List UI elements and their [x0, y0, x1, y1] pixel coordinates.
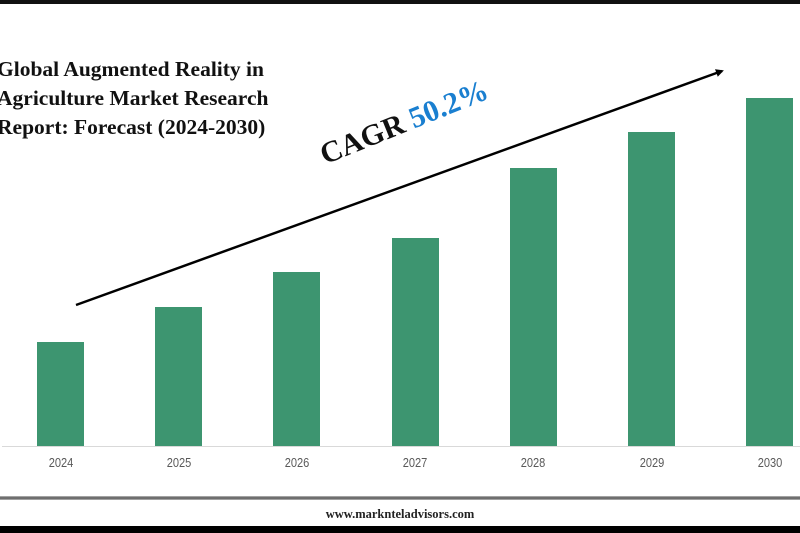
- bar-2029: [628, 132, 675, 446]
- footer-divider: [0, 496, 800, 500]
- x-tick-label: 2026: [284, 455, 310, 470]
- x-tick-label: 2027: [402, 455, 428, 470]
- x-tick-label: 2029: [639, 455, 664, 470]
- bar-2026: [273, 272, 321, 446]
- bottom-border: [0, 526, 800, 533]
- footer-url: www.marknteladvisors.com: [325, 507, 475, 521]
- bar-2030: [746, 98, 794, 446]
- top-border: [0, 0, 800, 4]
- chart-title: Global Augmented Reality in Agriculture …: [0, 57, 269, 139]
- bar-2028: [509, 168, 557, 446]
- x-tick-label: 2025: [166, 455, 191, 470]
- bar-2027: [391, 238, 439, 446]
- bar-2025: [155, 307, 203, 446]
- bar-2024: [37, 342, 84, 446]
- x-tick-label: 2030: [757, 455, 782, 470]
- x-tick-label: 2024: [48, 455, 73, 470]
- x-axis-line: [2, 446, 800, 447]
- x-tick-label: 2028: [520, 455, 546, 470]
